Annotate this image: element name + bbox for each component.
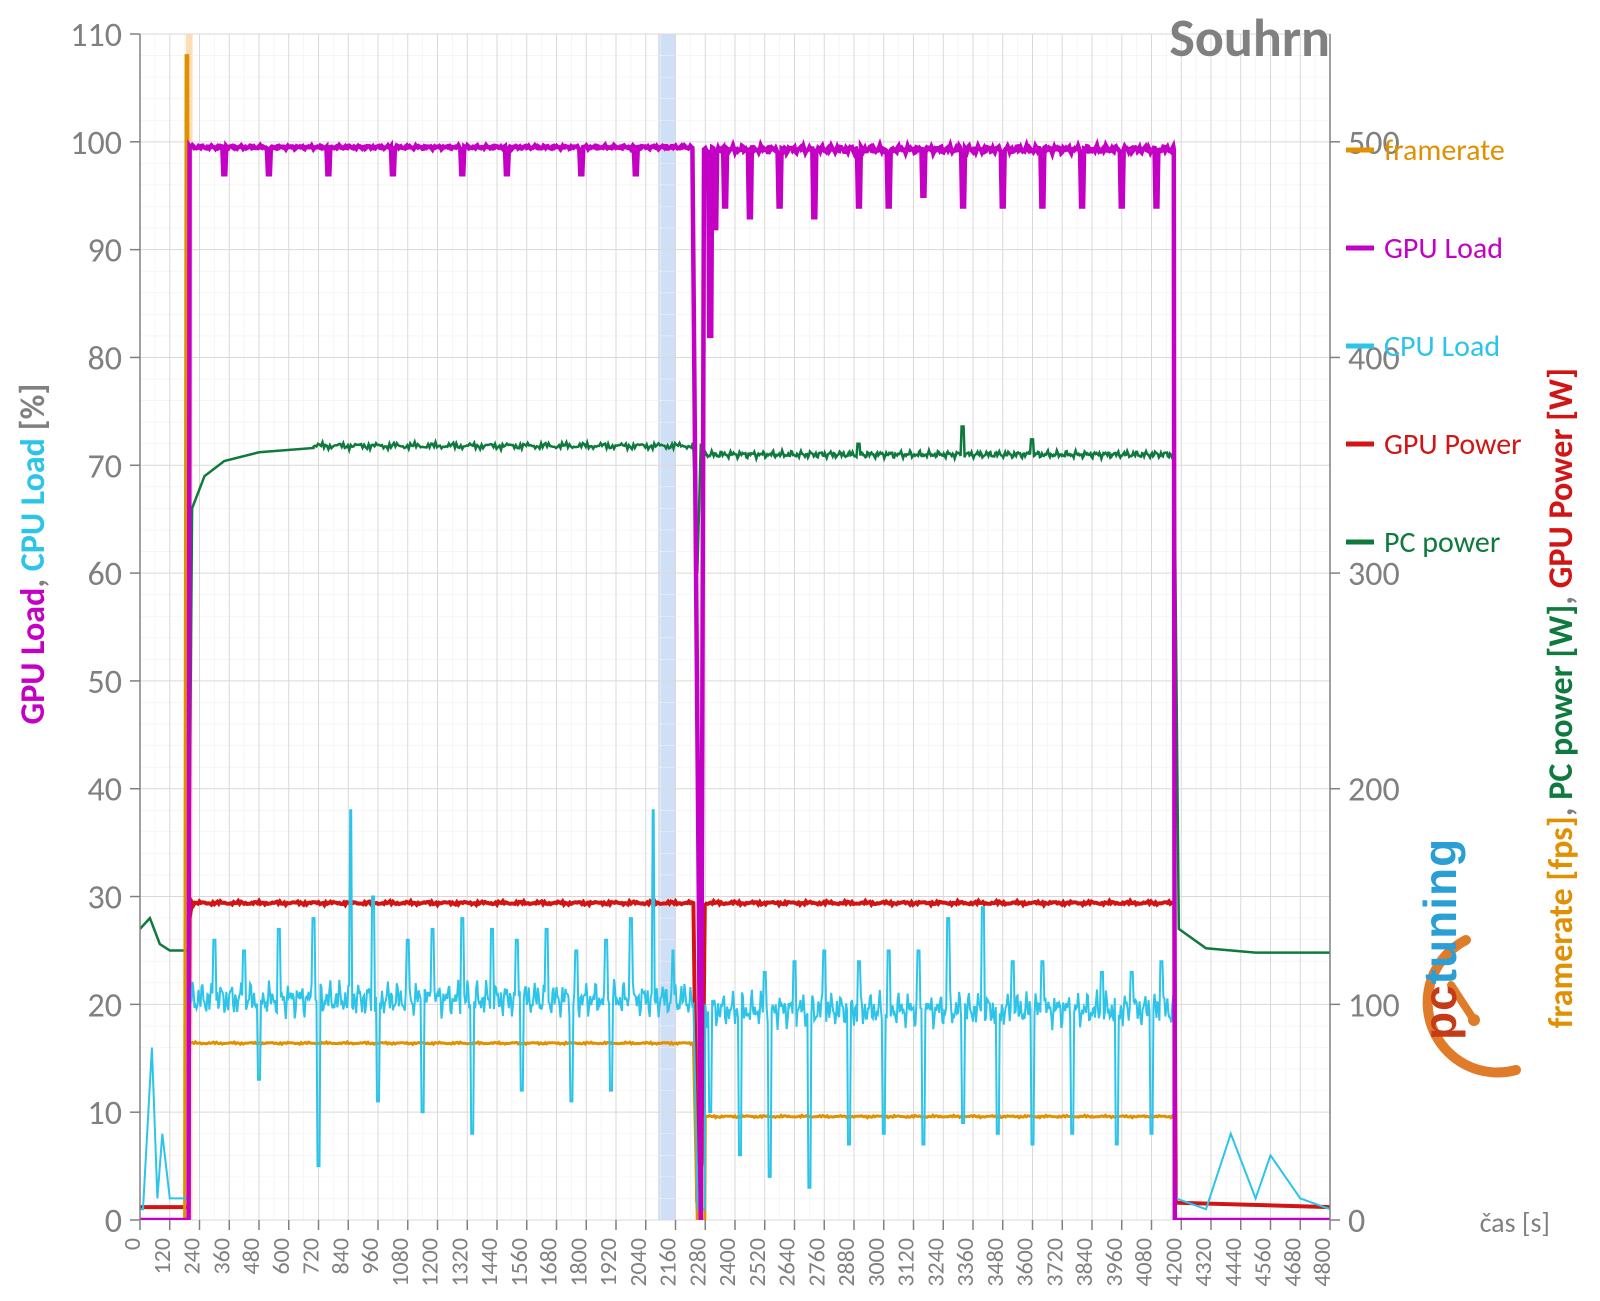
- x-tick-label: 0: [118, 1238, 147, 1250]
- x-tick-label: 2760: [802, 1238, 831, 1287]
- y-left-tick-label: 20: [88, 985, 122, 1026]
- x-tick-label: 3600: [1011, 1238, 1040, 1287]
- y-left-tick-label: 110: [70, 15, 122, 56]
- x-tick-label: 960: [356, 1238, 385, 1275]
- x-tick-label: 3840: [1070, 1238, 1099, 1287]
- y-right-tick-label: 0: [1348, 1201, 1365, 1242]
- svg-text:pctuning: pctuning: [1414, 838, 1466, 1040]
- x-tick-label: 360: [207, 1238, 236, 1275]
- legend-label: PC power: [1384, 524, 1500, 561]
- x-tick-label: 2160: [654, 1238, 683, 1287]
- x-tick-label: 4560: [1249, 1238, 1278, 1287]
- chart-svg: 0102030405060708090100110010020030040050…: [0, 0, 1600, 1301]
- x-tick-label: 2520: [743, 1238, 772, 1287]
- x-tick-label: 1920: [594, 1238, 623, 1287]
- x-tick-label: 4680: [1278, 1238, 1307, 1287]
- legend-label: GPU Load: [1384, 230, 1503, 267]
- y-left-tick-label: 60: [88, 554, 122, 595]
- chart-title: Souhrn: [1169, 5, 1330, 71]
- x-tick-label: 3000: [862, 1238, 891, 1287]
- y-right-axis-label: framerate [fps], PC power [W], GPU Power…: [1541, 368, 1582, 1028]
- x-tick-label: 1560: [505, 1238, 534, 1287]
- y-left-tick-label: 40: [88, 770, 122, 811]
- x-tick-label: 3240: [921, 1238, 950, 1287]
- y-left-tick-label: 100: [70, 123, 122, 164]
- chart-root: 0102030405060708090100110010020030040050…: [0, 0, 1600, 1301]
- y-right-tick-label: 200: [1348, 770, 1400, 811]
- x-tick-label: 4080: [1130, 1238, 1159, 1287]
- y-left-tick-label: 0: [105, 1201, 122, 1242]
- y-left-axis-label: GPU Load, CPU Load [%]: [13, 384, 54, 725]
- x-tick-label: 600: [267, 1238, 296, 1275]
- x-tick-label: 2040: [624, 1238, 653, 1287]
- y-left-tick-label: 80: [88, 338, 122, 379]
- legend-label: framerate: [1384, 132, 1505, 169]
- x-tick-label: 480: [237, 1238, 266, 1275]
- x-tick-label: 1680: [535, 1238, 564, 1287]
- x-axis-label: čas [s]: [1480, 1205, 1550, 1240]
- x-tick-label: 3360: [951, 1238, 980, 1287]
- x-tick-label: 3120: [892, 1238, 921, 1287]
- x-tick-label: 3720: [1040, 1238, 1069, 1287]
- x-tick-label: 840: [326, 1238, 355, 1275]
- x-tick-label: 720: [297, 1238, 326, 1275]
- x-tick-label: 3960: [1100, 1238, 1129, 1287]
- x-tick-label: 2640: [773, 1238, 802, 1287]
- legend-label: GPU Power: [1384, 426, 1522, 463]
- svg-text:GPU Load, CPU Load [%]: GPU Load, CPU Load [%]: [13, 384, 54, 725]
- x-tick-label: 4440: [1219, 1238, 1248, 1287]
- x-tick-label: 240: [178, 1238, 207, 1275]
- y-left-tick-label: 30: [88, 878, 122, 919]
- x-tick-label: 2280: [683, 1238, 712, 1287]
- x-tick-label: 1320: [445, 1238, 474, 1287]
- x-tick-label: 4320: [1189, 1238, 1218, 1287]
- y-left-tick-label: 10: [88, 1093, 122, 1134]
- x-tick-label: 1800: [564, 1238, 593, 1287]
- x-tick-label: 1440: [475, 1238, 504, 1287]
- x-tick-label: 1200: [416, 1238, 445, 1287]
- x-tick-label: 4800: [1308, 1238, 1337, 1287]
- y-left-tick-label: 50: [88, 662, 122, 703]
- x-tick-label: 3480: [981, 1238, 1010, 1287]
- legend-label: CPU Load: [1384, 328, 1500, 365]
- svg-text:framerate [fps], PC power [W],: framerate [fps], PC power [W], GPU Power…: [1541, 368, 1582, 1028]
- x-tick-label: 120: [148, 1238, 177, 1275]
- x-tick-label: 4200: [1159, 1238, 1188, 1287]
- y-right-tick-label: 100: [1348, 985, 1400, 1026]
- x-tick-label: 2400: [713, 1238, 742, 1287]
- x-tick-label: 1080: [386, 1238, 415, 1287]
- y-left-tick-label: 90: [88, 231, 122, 272]
- x-tick-label: 2880: [832, 1238, 861, 1287]
- y-left-tick-label: 70: [88, 446, 122, 487]
